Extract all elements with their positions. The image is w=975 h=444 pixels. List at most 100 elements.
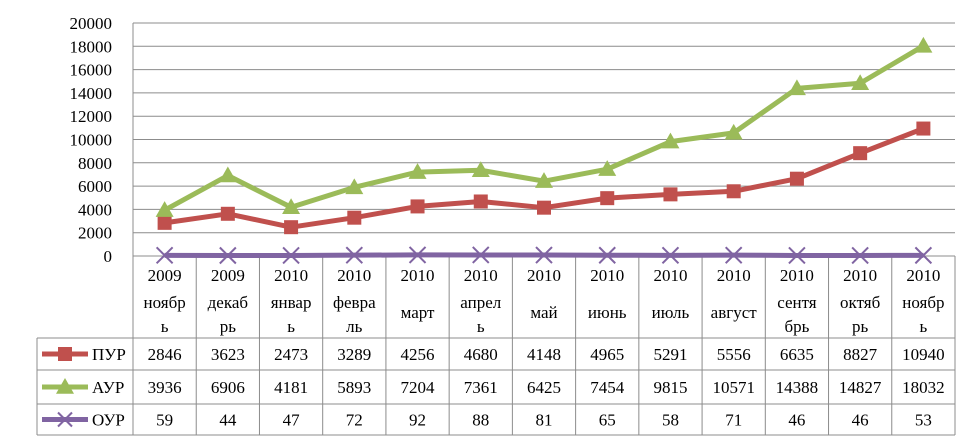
gridlines — [133, 22, 955, 257]
marker-stroke — [345, 246, 364, 264]
data-label: 46 — [852, 411, 869, 430]
data-point — [219, 246, 237, 265]
data-label: 5556 — [717, 345, 751, 364]
marker-stroke — [598, 246, 616, 264]
data-point — [598, 160, 617, 176]
category-month-label: сентя — [777, 293, 817, 312]
data-point — [598, 246, 616, 264]
data-label: 5291 — [653, 345, 687, 364]
data-point — [473, 194, 488, 209]
data-label: 53 — [915, 411, 932, 430]
data-label: 7361 — [464, 378, 498, 397]
data-point — [410, 199, 425, 214]
y-tick-label: 2000 — [78, 224, 112, 243]
category-month-label: май — [530, 303, 557, 322]
category-month-label: рь — [220, 317, 237, 336]
data-point — [157, 215, 172, 230]
data-point — [535, 246, 553, 264]
data-point — [661, 132, 680, 149]
data-point — [57, 411, 73, 428]
data-label: 6635 — [780, 345, 814, 364]
data-point — [218, 166, 237, 183]
data-point — [282, 198, 301, 215]
y-axis: 0 2000 4000 6000 8000 10000 12000 14000 16000 180… — [70, 14, 134, 266]
category-year-label: 2010 — [717, 266, 751, 285]
category-month-label: рь — [852, 317, 869, 336]
category-year-label: 2010 — [780, 266, 814, 285]
category-month-label: ноябр — [143, 293, 185, 312]
y-tick-label: 8000 — [78, 154, 112, 173]
data-label: 3936 — [148, 378, 182, 397]
category-year-label: 2009 — [148, 266, 182, 285]
data-label: 88 — [472, 411, 489, 430]
data-label: 2473 — [274, 345, 308, 364]
data-label: 2846 — [148, 345, 182, 364]
data-label: 6906 — [211, 378, 245, 397]
data-label: 59 — [156, 411, 173, 430]
y-tick-label: 0 — [104, 247, 113, 266]
data-point — [408, 163, 427, 179]
data-label: 9815 — [653, 378, 687, 397]
data-point — [724, 246, 743, 264]
data-point — [408, 246, 427, 264]
data-label: 44 — [219, 411, 237, 430]
category-month-label: брь — [784, 317, 809, 336]
data-point — [58, 347, 72, 361]
legend-label: ОУР — [92, 411, 125, 430]
data-point — [155, 201, 174, 217]
data-label: 4256 — [401, 345, 435, 364]
data-label: 72 — [346, 411, 363, 430]
data-point — [56, 378, 74, 394]
data-point — [787, 79, 806, 96]
category-year-label: 2010 — [843, 266, 877, 285]
data-label: 14827 — [839, 378, 882, 397]
data-point — [916, 121, 931, 136]
category-year-label: 2010 — [337, 266, 371, 285]
marker-stroke — [788, 246, 806, 265]
category-month-label: декаб — [208, 293, 248, 312]
marker-stroke — [57, 411, 73, 428]
category-year-label: 2010 — [464, 266, 498, 285]
category-month-label: февра — [333, 293, 376, 312]
marker-stroke — [661, 246, 680, 265]
data-point — [724, 123, 743, 140]
data-label: 7454 — [590, 378, 625, 397]
y-tick-label: 18000 — [70, 37, 113, 56]
data-point — [851, 74, 870, 91]
category-month-label: август — [711, 303, 758, 322]
data-label: 8827 — [843, 345, 878, 364]
marker-stroke — [472, 246, 490, 264]
data-label: 58 — [662, 411, 679, 430]
data-point — [851, 246, 869, 265]
data-label: 46 — [788, 411, 805, 430]
data-label: 10571 — [712, 378, 755, 397]
category-month-label: март — [401, 303, 435, 322]
data-label: 3623 — [211, 345, 245, 364]
category-month-label: июль — [652, 303, 690, 322]
category-month-label: июнь — [588, 303, 627, 322]
marker-stroke — [535, 246, 553, 264]
data-point — [914, 36, 933, 53]
marker-stroke — [219, 246, 237, 265]
data-label: 4965 — [590, 345, 624, 364]
category-year-label: 2010 — [527, 266, 561, 285]
data-label: 7204 — [401, 378, 436, 397]
y-tick-label: 10000 — [70, 131, 113, 150]
marker-stroke — [914, 246, 933, 265]
category-month-label: октяб — [840, 293, 880, 312]
marker-stroke — [408, 246, 427, 264]
data-label: 65 — [599, 411, 616, 430]
legend-key — [42, 347, 88, 361]
data-table: 2009 ноябр ь 2009 декаб рь 2010 январ ь 2010 февра… — [36, 256, 956, 436]
data-label: 47 — [283, 411, 301, 430]
data-point — [345, 178, 364, 195]
data-point — [471, 161, 490, 177]
category-year-label: 2009 — [211, 266, 245, 285]
data-point — [282, 246, 300, 265]
data-point — [537, 200, 551, 215]
category-month-label: ноябр — [902, 293, 944, 312]
data-label: 71 — [725, 411, 742, 430]
data-point — [661, 246, 680, 265]
y-tick-label: 6000 — [78, 177, 112, 196]
